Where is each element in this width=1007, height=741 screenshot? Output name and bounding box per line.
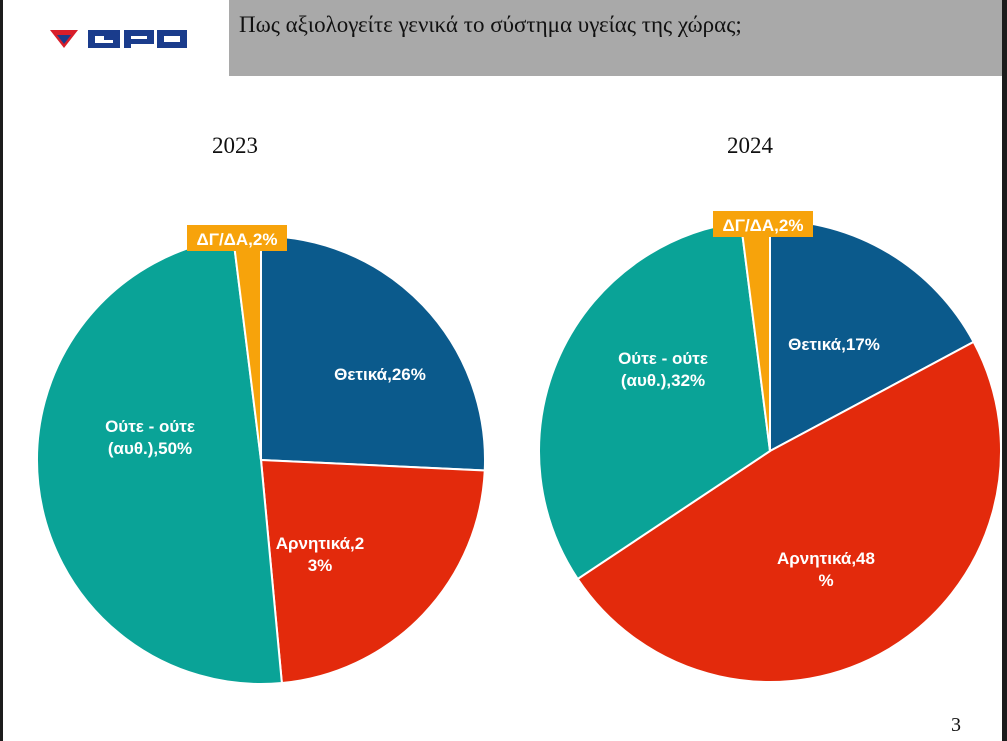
slice-negative-2023 bbox=[259, 458, 486, 685]
svg-text:ΔΓ/ΔΑ,2%: ΔΓ/ΔΑ,2% bbox=[723, 216, 804, 235]
chart-title-2023: 2023 bbox=[212, 133, 258, 158]
chart-title-2024: 2024 bbox=[727, 133, 773, 158]
label-dkna-2024: ΔΓ/ΔΑ,2% bbox=[713, 211, 813, 237]
label-negative-2024: Αρνητικά,48% bbox=[777, 549, 875, 590]
logo-mark-icon bbox=[50, 30, 78, 48]
svg-text:Ούτε - ούτε(αυθ.),32%: Ούτε - ούτε (αυθ.),32% bbox=[618, 349, 708, 390]
page-title: Πως αξιολογείτε γενικά το σύστημα υγείας… bbox=[239, 12, 742, 37]
page-number: 3 bbox=[951, 714, 961, 736]
svg-text:ΔΓ/ΔΑ,2%: ΔΓ/ΔΑ,2% bbox=[197, 230, 278, 249]
slice-neutral-2024 bbox=[537, 220, 772, 581]
label-dkna-2023: ΔΓ/ΔΑ,2% bbox=[187, 225, 287, 251]
svg-text:Αρνητικά,48%: Αρνητικά,48% bbox=[777, 549, 875, 590]
label-neutral-2024: Ούτε - ούτε (αυθ.),32% bbox=[618, 349, 708, 390]
svg-text:Θετικά,17%: Θετικά,17% bbox=[788, 335, 880, 354]
slice-negative-2024 bbox=[576, 340, 1003, 684]
slice-positive-2023 bbox=[260, 234, 486, 472]
label-positive-2024: Θετικά,17% bbox=[788, 335, 880, 354]
title-bar: Πως αξιολογείτε γενικά το σύστημα υγείας… bbox=[229, 0, 1002, 76]
svg-text:Αρνητικά,23%: Αρνητικά,2 3% bbox=[276, 534, 365, 575]
logo-wordmark bbox=[88, 30, 187, 48]
svg-text:Ούτε - ούτε(αυθ.),50%: Ούτε - ούτε (αυθ.),50% bbox=[105, 417, 195, 458]
label-neutral-2023: Ούτε - ούτε (αυθ.),50% bbox=[105, 417, 195, 458]
label-negative-2023: Αρνητικά,2 3% bbox=[276, 534, 365, 575]
slice-neutral-2023 bbox=[36, 236, 283, 685]
label-positive-2023: Θετικά,26% bbox=[334, 365, 426, 384]
gpo-logo bbox=[50, 30, 187, 48]
svg-text:Θετικά,26%: Θετικά,26% bbox=[334, 365, 426, 384]
